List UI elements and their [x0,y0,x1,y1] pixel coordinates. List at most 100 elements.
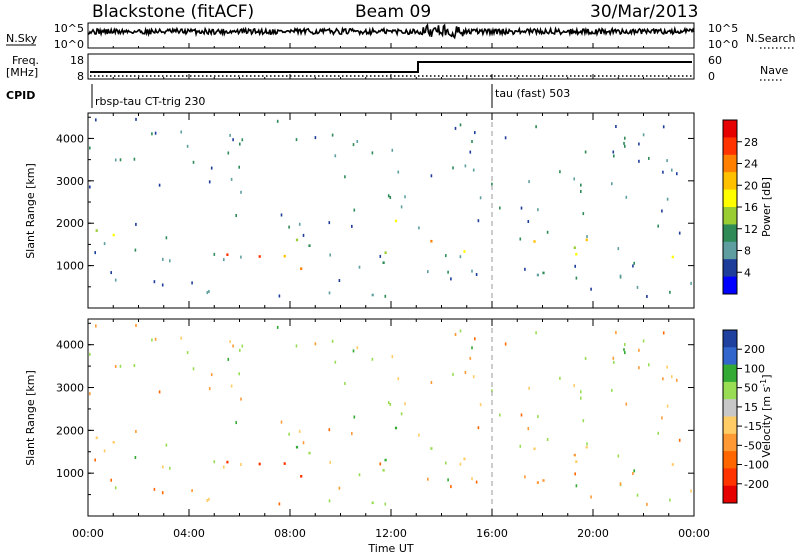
power-cell [472,168,475,172]
power-cell [240,190,242,194]
power-cell [208,180,211,184]
power-cell [280,213,283,217]
velocity-cell [477,426,480,430]
velocity-cell [474,337,476,341]
power-cell [394,219,398,223]
power-cell [387,194,390,198]
power-cell [191,281,193,285]
velocity-cell [239,348,241,352]
power-cell [666,159,668,163]
power-cell [546,230,549,234]
nave-tick-top: 60 [708,54,722,67]
velocity-cell [295,344,298,348]
power-cell [633,261,635,265]
power-cell [356,140,359,143]
velocity-cell [94,458,96,462]
velocity-cell [430,381,433,384]
velocity-cell [613,360,615,364]
velocity-cell [535,331,537,335]
power-cell [112,233,115,237]
velocity-colorbar-swatch [723,347,737,366]
power-colorbar-tick-label: 16 [744,201,758,214]
power-cell [329,253,331,257]
velocity-cell [135,324,137,327]
velocity-cell [623,348,625,352]
power-cell [524,267,526,271]
power-cell [671,255,674,259]
velocity-cell [469,356,472,360]
power-cell [666,197,669,201]
velocity-cell [418,433,420,437]
power-cell [585,238,588,242]
velocity-panel: 1000 2000 3000 4000 Slant Range [km] [24,318,695,517]
power-cell [358,265,361,269]
velocity-cell [276,325,279,329]
x-tick-label: 00:00 [72,527,104,540]
power-cell [235,214,237,217]
power-cell [678,231,681,235]
date-label: 30/Mar/2013 [590,2,698,22]
velocity-cell [669,498,671,502]
power-cell [89,185,91,189]
power-colorbar-swatch [723,224,737,243]
velocity-cell [479,403,482,407]
power-cell [95,229,98,232]
power-cell [617,247,620,251]
velocity-cell [227,357,230,361]
nsky-trace [87,23,695,40]
velocity-colorbar-swatch [723,330,737,348]
velocity-cell [584,356,587,360]
velocity-cell [114,486,117,490]
power-cell [353,208,356,212]
velocity-colorbar-tick-label: -50 [744,439,762,452]
velocity-colorbar-swatch [723,381,737,400]
cpid-row: CPID rbsp-tau CT-trig 230 tau (fast) 503 [6,84,570,108]
power-colorbar-tick-label: 12 [744,223,758,236]
velocity-cell [302,441,305,445]
power-cell [389,196,392,199]
velocity-cell [519,444,522,448]
velocity-colorbar-tick-label: 100 [744,362,765,375]
velocity-cell [471,477,473,481]
velocity-colorbar-swatch [723,416,737,435]
power-cell [459,255,462,259]
power-cell [452,166,454,170]
power-cell [648,156,650,160]
velocity-cell [278,502,281,506]
power-cell [314,136,317,140]
velocity-cell [648,363,650,367]
power-cell [464,164,467,168]
power-cell [469,150,472,154]
velocity-cell [384,502,387,506]
power-cell [520,206,523,210]
velocity-colorbar-swatch [723,433,737,452]
power-cell [114,158,117,162]
power-cell [662,125,665,129]
velocity-cell [450,485,452,489]
power-cell [158,183,161,187]
velocity-cell [112,441,115,444]
velocity-cell [662,377,664,381]
velocity-cell [283,462,286,465]
velocity-cell [114,365,117,368]
power-cell [226,253,229,256]
cpid-segment-2: tau (fast) 503 [495,87,570,100]
power-cell [241,138,244,142]
power-cell [331,133,334,137]
power-cell [638,159,640,163]
power-cell [384,294,387,298]
velocity-cell [151,338,153,342]
velocity-cell [671,375,673,379]
power-cell [474,131,476,135]
velocity-colorbar-tick-label: 15 [744,401,758,414]
power-colorbar-tick-label: 4 [744,266,751,279]
power-cell [573,246,576,249]
velocity-cell [162,465,164,469]
velocity-cell [678,438,681,442]
velocity-colorbar-tick-label: -100 [744,459,769,472]
power-cell [430,239,433,243]
velocity-cell [298,429,301,433]
velocity-cell [295,445,299,449]
velocity-cell [445,461,447,465]
power-cell [114,278,117,282]
